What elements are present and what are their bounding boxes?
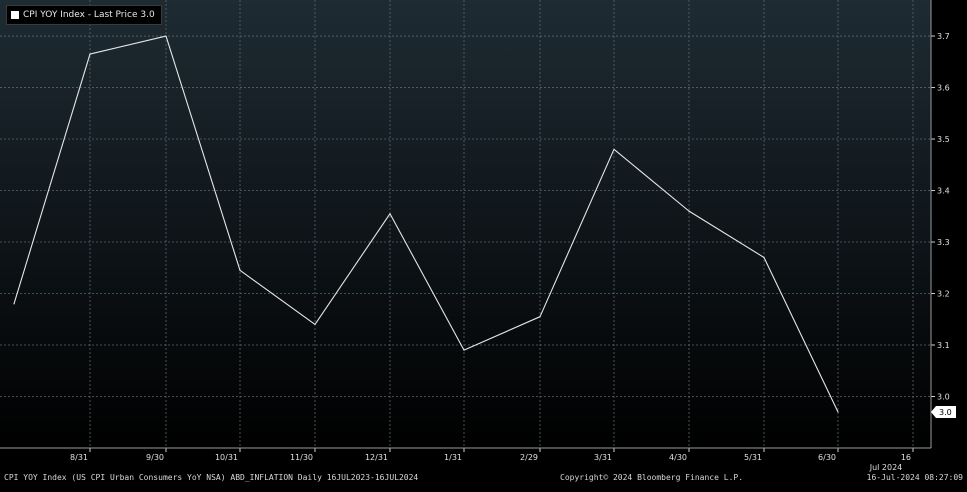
x-tick-label: 12/31 [365,453,388,462]
series-line-segment [763,257,839,413]
x-tick-label: 2/29 [520,453,538,462]
x-secondary-label: Jul 2024 [869,463,903,472]
series-line-segment [314,213,391,325]
x-tick-label: 6/30 [818,453,836,462]
y-tick-label: 3.2 [937,290,950,299]
data-point [463,349,465,351]
y-tick-label: 3.4 [937,187,950,196]
legend-label: CPI YOY Index - Last Price 3.0 [23,10,155,20]
axes [0,0,935,452]
last-price-label: 3.0 [939,408,952,417]
data-point [239,269,241,271]
y-tick-label: 3.3 [937,238,950,247]
x-tick-label: 5/31 [744,453,762,462]
y-tick-label: 3.6 [937,84,950,93]
series-line-segment [463,316,541,351]
series-line-segment [13,53,91,304]
data-point [389,213,391,215]
y-tick-label: 3.1 [937,341,950,350]
x-tick-label: 3/31 [594,453,612,462]
data-point [688,210,690,212]
series-cpi-yoy [13,35,839,413]
footer-copyright: Copyright© 2024 Bloomberg Finance L.P. [560,473,744,482]
data-point [13,303,15,305]
data-point [837,411,839,413]
last-price-tag-shape [931,405,956,418]
y-tick-label: 3.0 [937,393,950,402]
x-tick-label: 16 [901,453,911,462]
last-price-tag: 3.0 [931,405,956,418]
gridlines [0,0,931,448]
y-tick-label: 3.5 [937,135,950,144]
x-tick-label: 8/31 [70,453,88,462]
y-tick-label: 3.7 [937,32,950,41]
data-point [539,316,541,318]
series-line-segment [539,149,615,317]
series-line-segment [389,213,465,351]
footer-timestamp: 16-Jul-2024 08:27:09 [866,473,963,482]
data-point [165,35,167,37]
data-point [763,256,765,259]
series-line-segment [165,35,241,271]
legend: CPI YOY Index - Last Price 3.0 [6,5,162,25]
x-tick-label: 11/30 [290,453,313,462]
plot-background [0,0,931,448]
x-tick-label: 10/31 [215,453,238,462]
x-tick-label: 9/30 [146,453,164,462]
data-point [314,323,316,326]
series-line-segment [239,269,316,325]
series-line-segment [688,210,765,258]
footer-security-description: CPI YOY Index (US CPI Urban Consumers Yo… [4,473,419,482]
x-tick-label: 1/31 [444,453,462,462]
data-point [613,148,615,150]
series-line-segment [613,148,690,212]
tick-labels: 3.0 3.1 3.2 3.3 3.4 3.5 3.6 3.7 8/31 9/30 10/31 11/… [70,32,956,472]
x-tick-label: 4/30 [669,453,687,462]
series-line-segment [89,35,167,55]
data-point [89,53,91,55]
legend-swatch-icon [11,11,19,19]
